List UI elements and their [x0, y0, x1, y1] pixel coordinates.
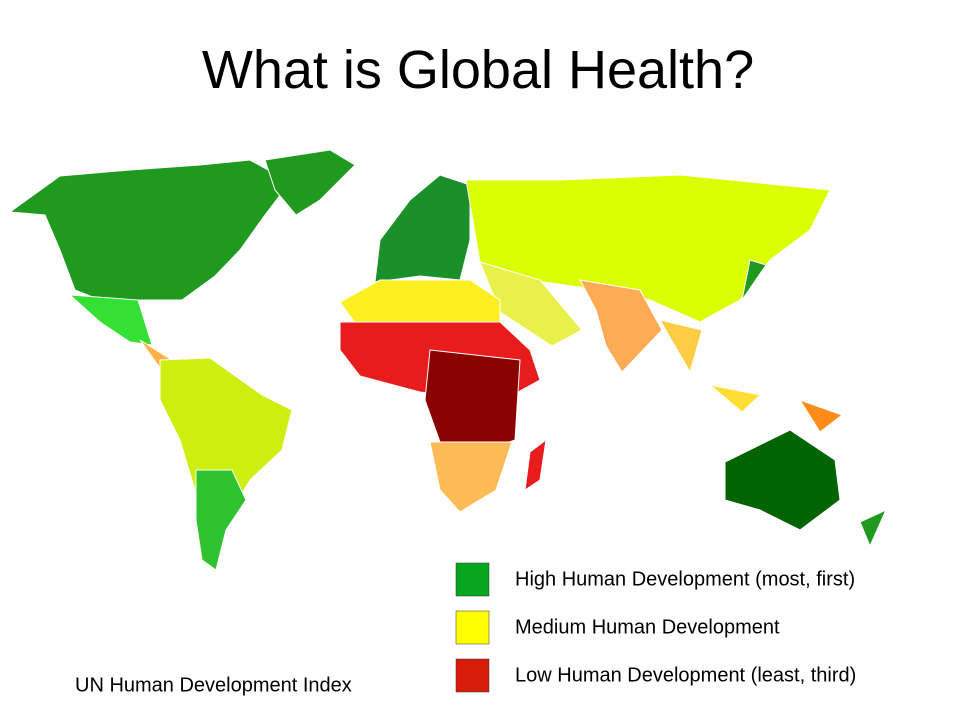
legend-label: High Human Development (most, first)	[515, 568, 855, 590]
central-africa	[424, 349, 521, 453]
legend: High Human Development (most, first) Medi…	[455, 562, 856, 693]
north-america	[8, 159, 291, 301]
map-caption: UN Human Development Index	[75, 674, 352, 696]
indonesia	[709, 384, 762, 413]
south-asia	[579, 279, 663, 373]
southern-cone	[195, 469, 247, 571]
slide-title: What is Global Health?	[202, 40, 754, 100]
legend-label: Medium Human Development	[515, 616, 780, 638]
new-zealand	[859, 508, 887, 548]
legend-swatch	[455, 562, 490, 597]
southern-africa	[429, 441, 513, 513]
japan	[741, 259, 767, 301]
europe	[374, 174, 471, 283]
mexico	[68, 294, 153, 346]
greenland	[264, 149, 356, 216]
papua-new-guinea	[798, 399, 844, 433]
legend-swatch	[455, 610, 490, 645]
legend-label: Low Human Development (least, third)	[515, 664, 856, 686]
australia	[724, 429, 841, 531]
southeast-asia	[658, 319, 703, 374]
legend-swatch	[455, 658, 490, 693]
madagascar	[524, 438, 547, 492]
world-map	[8, 149, 887, 571]
